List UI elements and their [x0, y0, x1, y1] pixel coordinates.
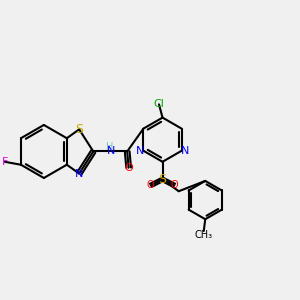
Text: S: S: [158, 173, 166, 186]
Text: N: N: [107, 146, 115, 157]
Text: H: H: [106, 142, 113, 152]
Text: N: N: [180, 146, 189, 156]
Text: N: N: [75, 169, 83, 178]
Text: CH₃: CH₃: [195, 230, 213, 240]
Text: N: N: [136, 146, 145, 156]
Text: O: O: [124, 163, 133, 173]
Text: O: O: [170, 180, 178, 190]
Text: Cl: Cl: [154, 99, 164, 110]
Text: O: O: [147, 180, 154, 190]
Text: S: S: [75, 123, 83, 136]
Text: F: F: [2, 157, 8, 167]
